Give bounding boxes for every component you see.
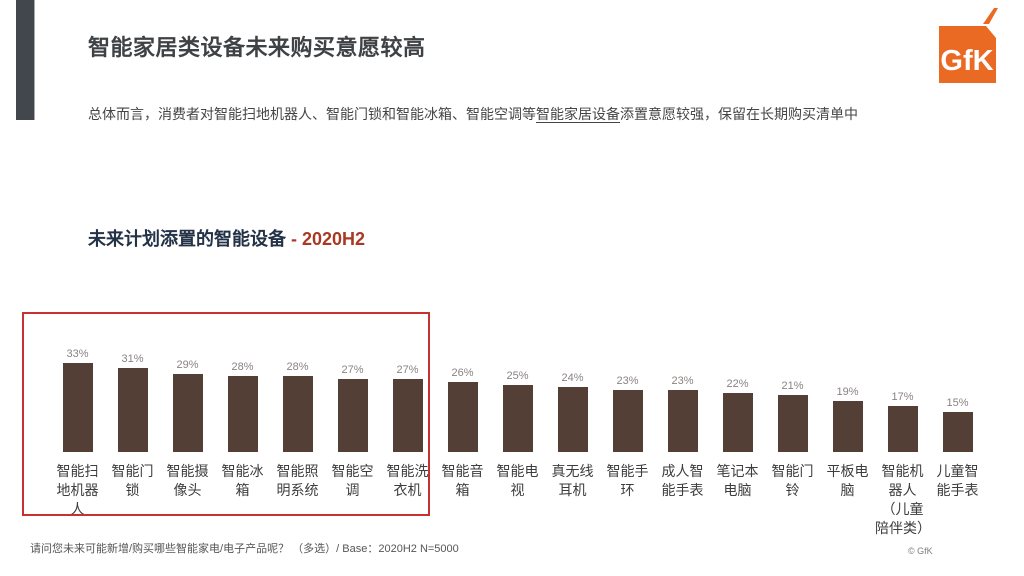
- bar-value-label: 26%: [451, 366, 474, 379]
- bar-category-label: 智能电 视: [496, 463, 539, 498]
- bar-column: 33% 智能扫 地机器 人: [50, 330, 105, 538]
- bar-category-label: 真无线 耳机: [551, 463, 594, 498]
- bar-chart: 33% 智能扫 地机器 人 31% 智能门 锁 29% 智能摄 像头 28% 智能冰 箱 28%…: [50, 330, 985, 538]
- bar-category-label: 平板电 脑: [826, 463, 869, 498]
- bar: [502, 384, 533, 452]
- bar-column: 27% 智能空 调: [325, 330, 380, 538]
- bar-category-label: 笔记本 电脑: [716, 463, 759, 498]
- bar-column: 28% 智能冰 箱: [215, 330, 270, 538]
- bar-value-label: 31%: [121, 353, 144, 366]
- page-title: 智能家居类设备未来购买意愿较高: [88, 35, 426, 60]
- copyright: © GfK: [908, 546, 933, 556]
- subtitle-pre: 总体而言，消费者对智能扫地机器人、智能门锁和智能冰箱、智能空调等: [88, 106, 536, 122]
- bar-column: 28% 智能照 明系统: [270, 330, 325, 538]
- bar-value-label: 29%: [176, 358, 199, 371]
- bar-value-label: 19%: [836, 385, 859, 398]
- bar-column: 29% 智能摄 像头: [160, 330, 215, 538]
- bar-value-label: 23%: [616, 374, 639, 387]
- bar: [887, 406, 918, 452]
- bar-value-label: 27%: [341, 364, 364, 377]
- bar: [392, 379, 423, 452]
- bar-column: 17% 智能机 器人 （儿童 陪伴类）: [875, 330, 931, 538]
- bar-value-label: 25%: [506, 369, 529, 382]
- bar-value-label: 27%: [396, 364, 419, 377]
- bar: [447, 381, 478, 452]
- bar-column: 24% 真无线 耳机: [545, 330, 600, 538]
- bar-value-label: 28%: [286, 361, 309, 374]
- chart-title-period: - 2020H2: [286, 229, 366, 249]
- gfk-logo: GfK: [939, 8, 998, 83]
- bar-category-label: 智能门 铃: [771, 463, 814, 498]
- footer-note: 请问您未来可能新增/购买哪些智能家电/电子产品呢？ （多选）/ Base：202…: [30, 543, 459, 555]
- bar-category-label: 儿童智 能手表: [936, 463, 979, 498]
- bar-column: 27% 智能洗 衣机: [380, 330, 435, 538]
- gfk-logo-corner-cut: [986, 26, 996, 38]
- bar: [942, 411, 973, 452]
- bar-category-label: 智能冰 箱: [221, 463, 264, 498]
- bar-category-label: 智能照 明系统: [276, 463, 319, 498]
- bar: [117, 368, 148, 452]
- bar-column: 26% 智能音 箱: [435, 330, 490, 538]
- gfk-logo-square: [939, 26, 996, 83]
- bar-column: 21% 智能门 铃: [765, 330, 820, 538]
- bar-category-label: 成人智 能手表: [661, 463, 704, 498]
- bar-column: 23% 成人智 能手表: [655, 330, 710, 538]
- bar-column: 25% 智能电 视: [490, 330, 545, 538]
- subtitle-underlined: 智能家居设备: [536, 106, 620, 122]
- bar-column: 31% 智能门 锁: [105, 330, 160, 538]
- bar-value-label: 33%: [66, 347, 89, 360]
- bar-column: 15% 儿童智 能手表: [930, 330, 985, 538]
- bar: [557, 387, 588, 452]
- title-accent-bar: [16, 0, 35, 120]
- bar: [282, 376, 313, 452]
- bar-category-label: 智能手 环: [606, 463, 649, 498]
- bar: [832, 400, 863, 452]
- bar-category-label: 智能机 器人 （儿童 陪伴类）: [875, 463, 931, 536]
- gfk-logo-text: GfK: [940, 45, 993, 77]
- bar-value-label: 24%: [561, 372, 584, 385]
- bar-category-label: 智能扫 地机器 人: [56, 463, 99, 517]
- bar: [667, 389, 698, 452]
- bar: [172, 373, 203, 452]
- bar-category-label: 智能空 调: [331, 463, 374, 498]
- bar-category-label: 智能摄 像头: [166, 463, 209, 498]
- bar-value-label: 17%: [891, 391, 914, 404]
- bar-column: 22% 笔记本 电脑: [710, 330, 765, 538]
- bar-value-label: 22%: [726, 377, 749, 390]
- bar-category-label: 智能音 箱: [441, 463, 484, 498]
- bar-column: 19% 平板电 脑: [820, 330, 875, 538]
- chart-title-main: 未来计划添置的智能设备: [88, 229, 286, 249]
- bar-value-label: 23%: [671, 374, 694, 387]
- bar-column: 23% 智能手 环: [600, 330, 655, 538]
- bar: [722, 392, 753, 452]
- bar-category-label: 智能洗 衣机: [386, 463, 429, 498]
- bar: [227, 376, 258, 452]
- bar: [337, 379, 368, 452]
- bar-value-label: 15%: [946, 396, 969, 409]
- bar-category-label: 智能门 锁: [111, 463, 154, 498]
- subtitle-post: 添置意愿较强，保留在长期购买清单中: [620, 106, 858, 122]
- bar-value-label: 28%: [231, 361, 254, 374]
- bar: [777, 395, 808, 452]
- bar: [62, 362, 93, 452]
- chart-title: 未来计划添置的智能设备 - 2020H2: [88, 225, 365, 251]
- gfk-logo-spike: [983, 8, 998, 24]
- subtitle: 总体而言，消费者对智能扫地机器人、智能门锁和智能冰箱、智能空调等智能家居设备添置…: [88, 104, 1008, 124]
- bar: [612, 389, 643, 452]
- bar-value-label: 21%: [781, 380, 804, 393]
